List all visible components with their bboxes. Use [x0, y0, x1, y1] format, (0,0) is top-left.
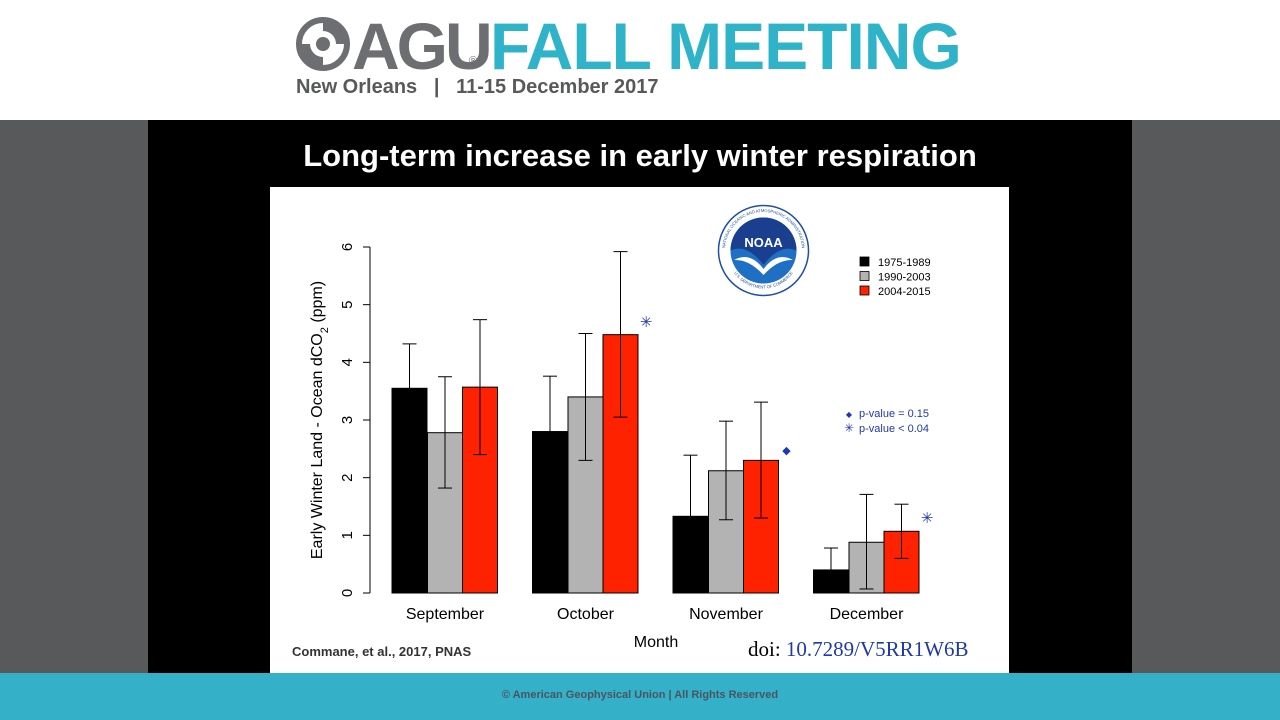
- copyright-text: © American Geophysical Union | All Right…: [501, 689, 779, 701]
- presentation-slide: Long-term increase in early winter respi…: [148, 120, 1132, 673]
- x-axis-label: Month: [634, 634, 678, 651]
- significance-marker: ◆: [782, 444, 791, 457]
- significance-marker: ✳: [921, 509, 934, 527]
- legend-swatch: [859, 285, 870, 296]
- y-tick-label: 5: [339, 300, 356, 308]
- legend-swatch: [859, 256, 870, 267]
- legend-label: 1975-1989: [878, 257, 931, 269]
- figure-panel: 0 1 2 3 4 5 6 Early Winter Land - Ocean dCO2 (p…: [270, 187, 1009, 673]
- noaa-logo-icon: NOAA NATIONAL OCEANIC AND ATMOSPHERIC AD…: [717, 204, 810, 297]
- y-tick-label: 3: [339, 416, 356, 424]
- doi-link[interactable]: 10.7289/V5RR1W6B: [785, 637, 969, 661]
- event-name: FALL MEETING: [490, 9, 962, 83]
- right-background-bar: [1132, 120, 1280, 673]
- y-axis-label: Early Winter Land - Ocean dCO2 (ppm): [309, 281, 331, 559]
- x-tick-label: October: [557, 606, 615, 623]
- left-background-bar: [0, 120, 148, 673]
- significance-legend-symbol: ✳: [844, 421, 854, 435]
- x-tick-label: September: [406, 606, 485, 623]
- agu-swirl-logo-icon: [296, 17, 350, 71]
- significance-marker: ✳: [640, 313, 653, 331]
- y-tick-label: 4: [339, 358, 356, 366]
- y-axis-label-part: (ppm): [309, 281, 326, 327]
- significance-legend-label: p-value = 0.15: [859, 408, 929, 420]
- registered-mark: ®: [469, 55, 478, 67]
- y-tick-label: 0: [339, 589, 356, 597]
- legend-label: 2004-2015: [878, 286, 931, 298]
- y-axis-label-subscript: 2: [319, 327, 331, 333]
- x-tick-label: December: [830, 606, 904, 623]
- legend-swatch: [859, 271, 870, 281]
- event-dates: 11-15 December 2017: [456, 76, 659, 98]
- y-tick-label: 2: [339, 473, 356, 481]
- significance-legend-symbol: ◆: [846, 410, 853, 419]
- agu-wordmark: AGU: [352, 9, 493, 83]
- slide-title: Long-term increase in early winter respi…: [303, 138, 977, 173]
- y-axis-label-part: Early Winter Land - Ocean dCO: [309, 333, 326, 559]
- event-location-dates: New Orleans | 11-15 December 2017: [296, 76, 659, 99]
- y-tick-label: 1: [339, 531, 356, 539]
- doi-reference: doi: 10.7289/V5RR1W6B: [748, 637, 969, 662]
- conference-header: AGU ® FALL MEETING New Orleans | 11-15 D…: [0, 0, 1280, 120]
- event-location: New Orleans: [296, 76, 418, 98]
- doi-prefix: doi:: [748, 637, 781, 661]
- y-tick-label: 6: [339, 243, 356, 251]
- significance-legend-label: p-value < 0.04: [859, 423, 929, 435]
- noaa-center-text: NOAA: [744, 235, 783, 250]
- header-separator: |: [433, 76, 440, 98]
- x-tick-label: November: [689, 606, 763, 623]
- citation-text: Commane, et al., 2017, PNAS: [292, 644, 472, 659]
- legend-label: 1990-2003: [878, 272, 931, 284]
- footer-bar: © American Geophysical Union | All Right…: [0, 673, 1280, 720]
